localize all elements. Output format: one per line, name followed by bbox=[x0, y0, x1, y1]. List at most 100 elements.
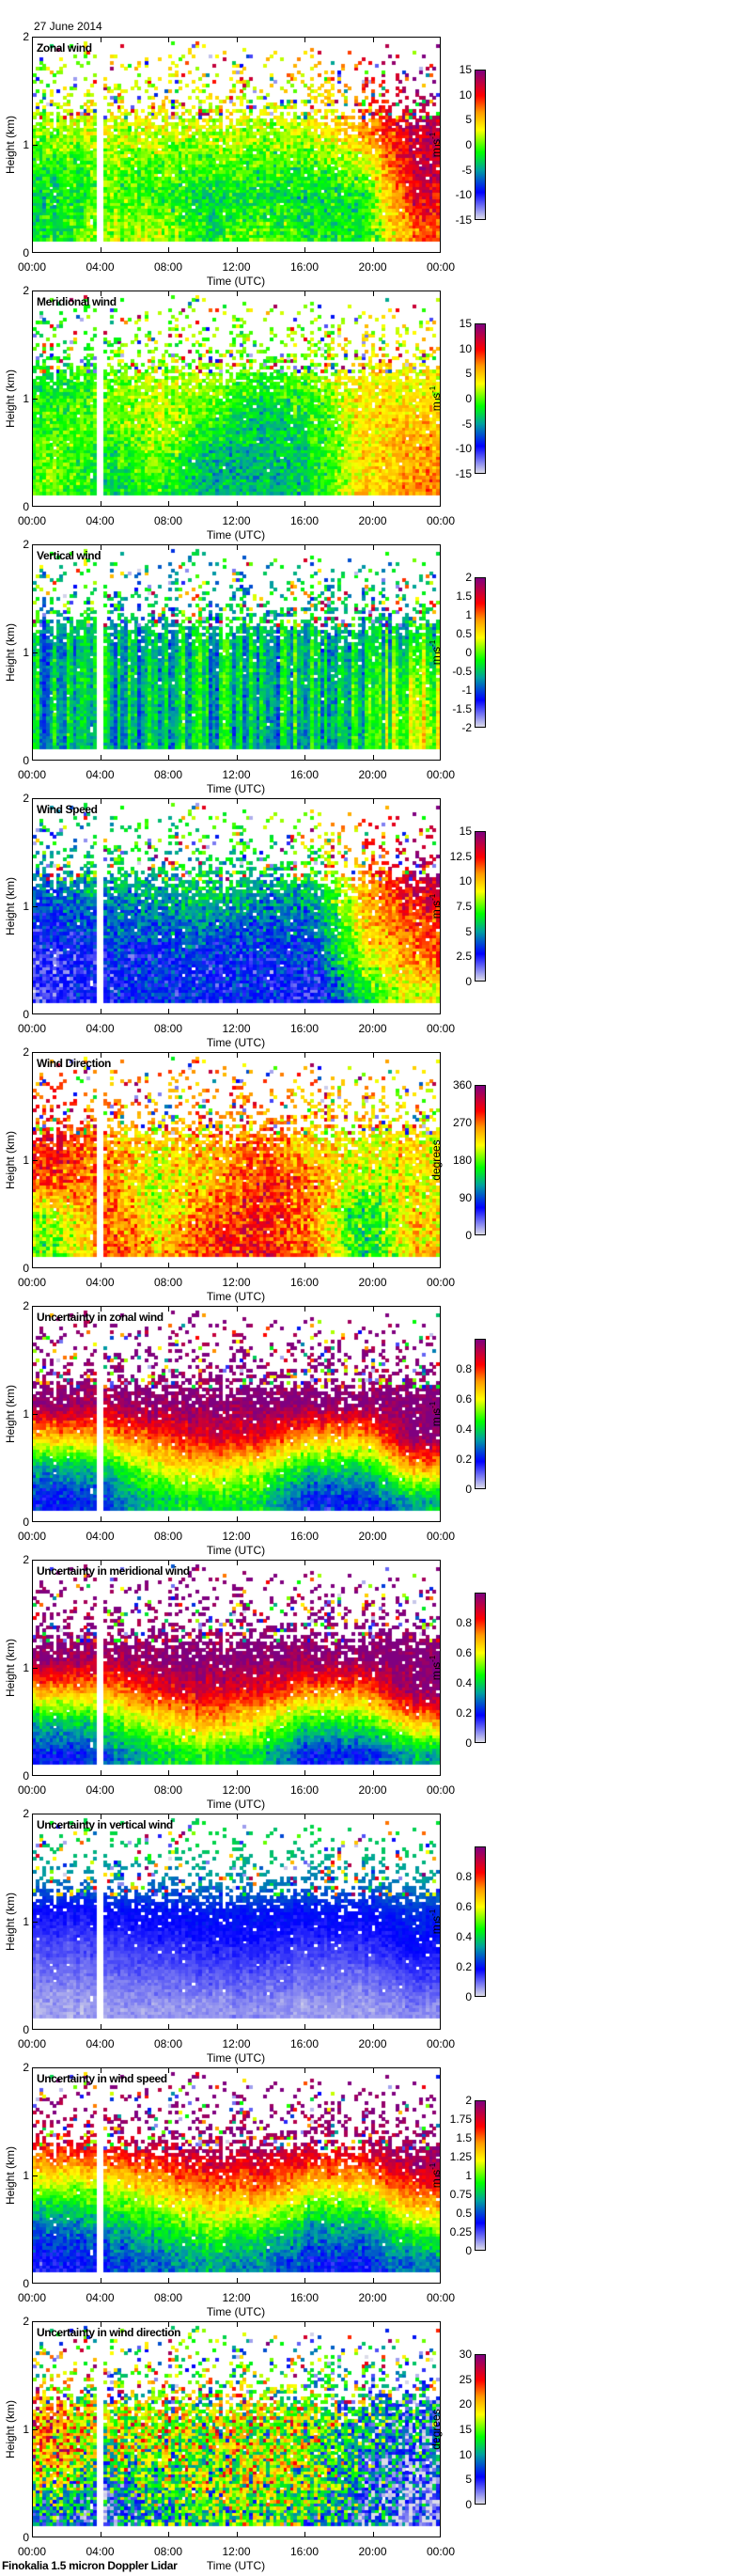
unit-text: m s bbox=[429, 138, 443, 158]
x-tick-mark bbox=[304, 501, 305, 506]
y-tick-label: 0 bbox=[23, 2023, 29, 2036]
y-axis-title: Height (km) bbox=[4, 877, 17, 936]
unit-exponent: -1 bbox=[429, 2162, 437, 2170]
plot-date: 27 June 2014 bbox=[34, 20, 102, 33]
plot-area: Uncertainty in wind direction bbox=[32, 2321, 441, 2537]
y-axis-title: Height (km) bbox=[4, 623, 17, 683]
x-tick-mark bbox=[304, 2024, 305, 2029]
unit-text: m s bbox=[429, 900, 443, 919]
y-axis-title: Height (km) bbox=[4, 1131, 17, 1190]
y-tick-label: 1 bbox=[23, 1915, 29, 1928]
x-tick-label: 12:00 bbox=[222, 1530, 251, 1543]
x-tick-mark bbox=[304, 1561, 305, 1565]
x-tick-label: 04:00 bbox=[86, 1276, 115, 1289]
unit-text: m s bbox=[429, 646, 443, 666]
colorbar-unit-label: m s-1 bbox=[429, 2138, 443, 2213]
plot-area: Meridional wind bbox=[32, 291, 441, 507]
x-tick-label: 20:00 bbox=[358, 2037, 387, 2050]
x-tick-mark bbox=[168, 2024, 169, 2029]
x-tick-label: 00:00 bbox=[17, 1022, 47, 1035]
y-tick-label: 0 bbox=[23, 246, 29, 259]
x-tick-mark bbox=[372, 1263, 374, 1267]
x-tick-label: 00:00 bbox=[426, 2037, 456, 2050]
y-tick-mark bbox=[33, 1668, 38, 1669]
y-tick-label: 2 bbox=[23, 2315, 29, 2328]
y-tick-mark bbox=[33, 2429, 38, 2430]
colorbar-unit-label: m s-1 bbox=[429, 107, 443, 182]
colorbar-tick-label: 360 bbox=[452, 1078, 472, 1092]
plot-area: Uncertainty in wind speed bbox=[32, 2067, 441, 2284]
y-tick-label: 1 bbox=[23, 1407, 29, 1421]
y-tick-mark bbox=[33, 906, 38, 907]
x-tick-mark bbox=[168, 2322, 169, 2327]
colorbar-tick-label: 0.2 bbox=[456, 1960, 472, 1973]
x-tick-mark bbox=[372, 2322, 374, 2327]
y-tick-label: 2 bbox=[23, 1807, 29, 1820]
colorbar-tick-label: 15 bbox=[459, 2423, 472, 2436]
y-tick-mark bbox=[435, 399, 440, 400]
colorbar-tick-label: 10 bbox=[459, 341, 472, 355]
panel-title: Uncertainty in wind direction bbox=[37, 2326, 181, 2339]
heatmap-canvas bbox=[33, 2322, 440, 2537]
x-tick-label: 00:00 bbox=[426, 768, 456, 781]
x-tick-mark bbox=[372, 755, 374, 760]
heatmap-panel: Zonal wind 0 1 2 00:00 04:00 08:00 12:00 16:00 20… bbox=[0, 30, 733, 291]
x-tick-mark bbox=[168, 501, 169, 506]
x-tick-mark bbox=[168, 1814, 169, 1819]
x-tick-label: 16:00 bbox=[289, 2545, 320, 2558]
x-tick-label: 08:00 bbox=[153, 1530, 183, 1543]
x-tick-mark bbox=[168, 1009, 169, 1013]
y-tick-label: 0 bbox=[23, 754, 29, 767]
x-tick-label: 20:00 bbox=[358, 2291, 387, 2304]
x-tick-label: 04:00 bbox=[86, 1783, 115, 1797]
x-tick-label: 00:00 bbox=[17, 1783, 47, 1797]
panel-title: Zonal wind bbox=[37, 41, 92, 55]
y-tick-mark bbox=[435, 1414, 440, 1415]
x-tick-label: 00:00 bbox=[17, 260, 47, 274]
x-tick-label: 16:00 bbox=[289, 768, 320, 781]
colorbar-unit-label: m s-1 bbox=[429, 1884, 443, 1959]
heatmap-panel: Vertical wind 0 1 2 00:00 04:00 08:00 12:00 16:0… bbox=[0, 538, 733, 798]
y-tick-mark bbox=[435, 906, 440, 907]
x-tick-mark bbox=[304, 2532, 305, 2537]
panel-title: Vertical wind bbox=[37, 549, 101, 562]
x-tick-mark bbox=[372, 38, 374, 42]
heatmap-canvas bbox=[33, 1307, 440, 1521]
colorbar-tick-label: 0.6 bbox=[456, 1392, 472, 1406]
x-tick-mark bbox=[168, 2532, 169, 2537]
x-tick-label: 12:00 bbox=[222, 514, 251, 527]
colorbar-tick-label: 15 bbox=[459, 317, 472, 330]
x-tick-label: 04:00 bbox=[86, 260, 115, 274]
x-axis-title: Time (UTC) bbox=[206, 1798, 266, 1811]
x-tick-label: 08:00 bbox=[153, 2291, 183, 2304]
colorbar bbox=[475, 2354, 486, 2505]
x-tick-label: 04:00 bbox=[86, 514, 115, 527]
x-tick-mark bbox=[372, 1814, 374, 1819]
colorbar-tick-label: -10 bbox=[455, 188, 472, 202]
colorbar-tick-label: 10 bbox=[459, 2447, 472, 2461]
colorbar-tick-label: 15 bbox=[459, 63, 472, 76]
colorbar-tick-label: 15 bbox=[459, 825, 472, 838]
colorbar-tick-label: 0 bbox=[465, 975, 472, 988]
x-tick-mark bbox=[372, 501, 374, 506]
x-tick-label: 00:00 bbox=[426, 1783, 456, 1797]
x-tick-mark bbox=[168, 1053, 169, 1058]
colorbar-tick-label: 0.2 bbox=[456, 1453, 472, 1466]
x-tick-mark bbox=[304, 1770, 305, 1775]
x-tick-mark bbox=[372, 247, 374, 252]
x-tick-mark bbox=[168, 1263, 169, 1267]
unit-exponent: -1 bbox=[429, 893, 437, 901]
x-tick-label: 08:00 bbox=[153, 514, 183, 527]
unit-exponent: -1 bbox=[429, 385, 437, 393]
x-tick-mark bbox=[168, 1561, 169, 1565]
y-axis-title: Height (km) bbox=[4, 1385, 17, 1444]
x-tick-mark bbox=[304, 1307, 305, 1312]
x-tick-mark bbox=[304, 2068, 305, 2073]
colorbar-tick-label: 1.25 bbox=[449, 2150, 472, 2163]
unit-text: m s bbox=[429, 1407, 443, 1427]
unit-exponent: -1 bbox=[429, 1655, 437, 1662]
x-tick-mark bbox=[304, 247, 305, 252]
x-tick-label: 08:00 bbox=[153, 1022, 183, 1035]
y-tick-label: 2 bbox=[23, 1299, 29, 1312]
panel-title: Meridional wind bbox=[37, 295, 117, 308]
